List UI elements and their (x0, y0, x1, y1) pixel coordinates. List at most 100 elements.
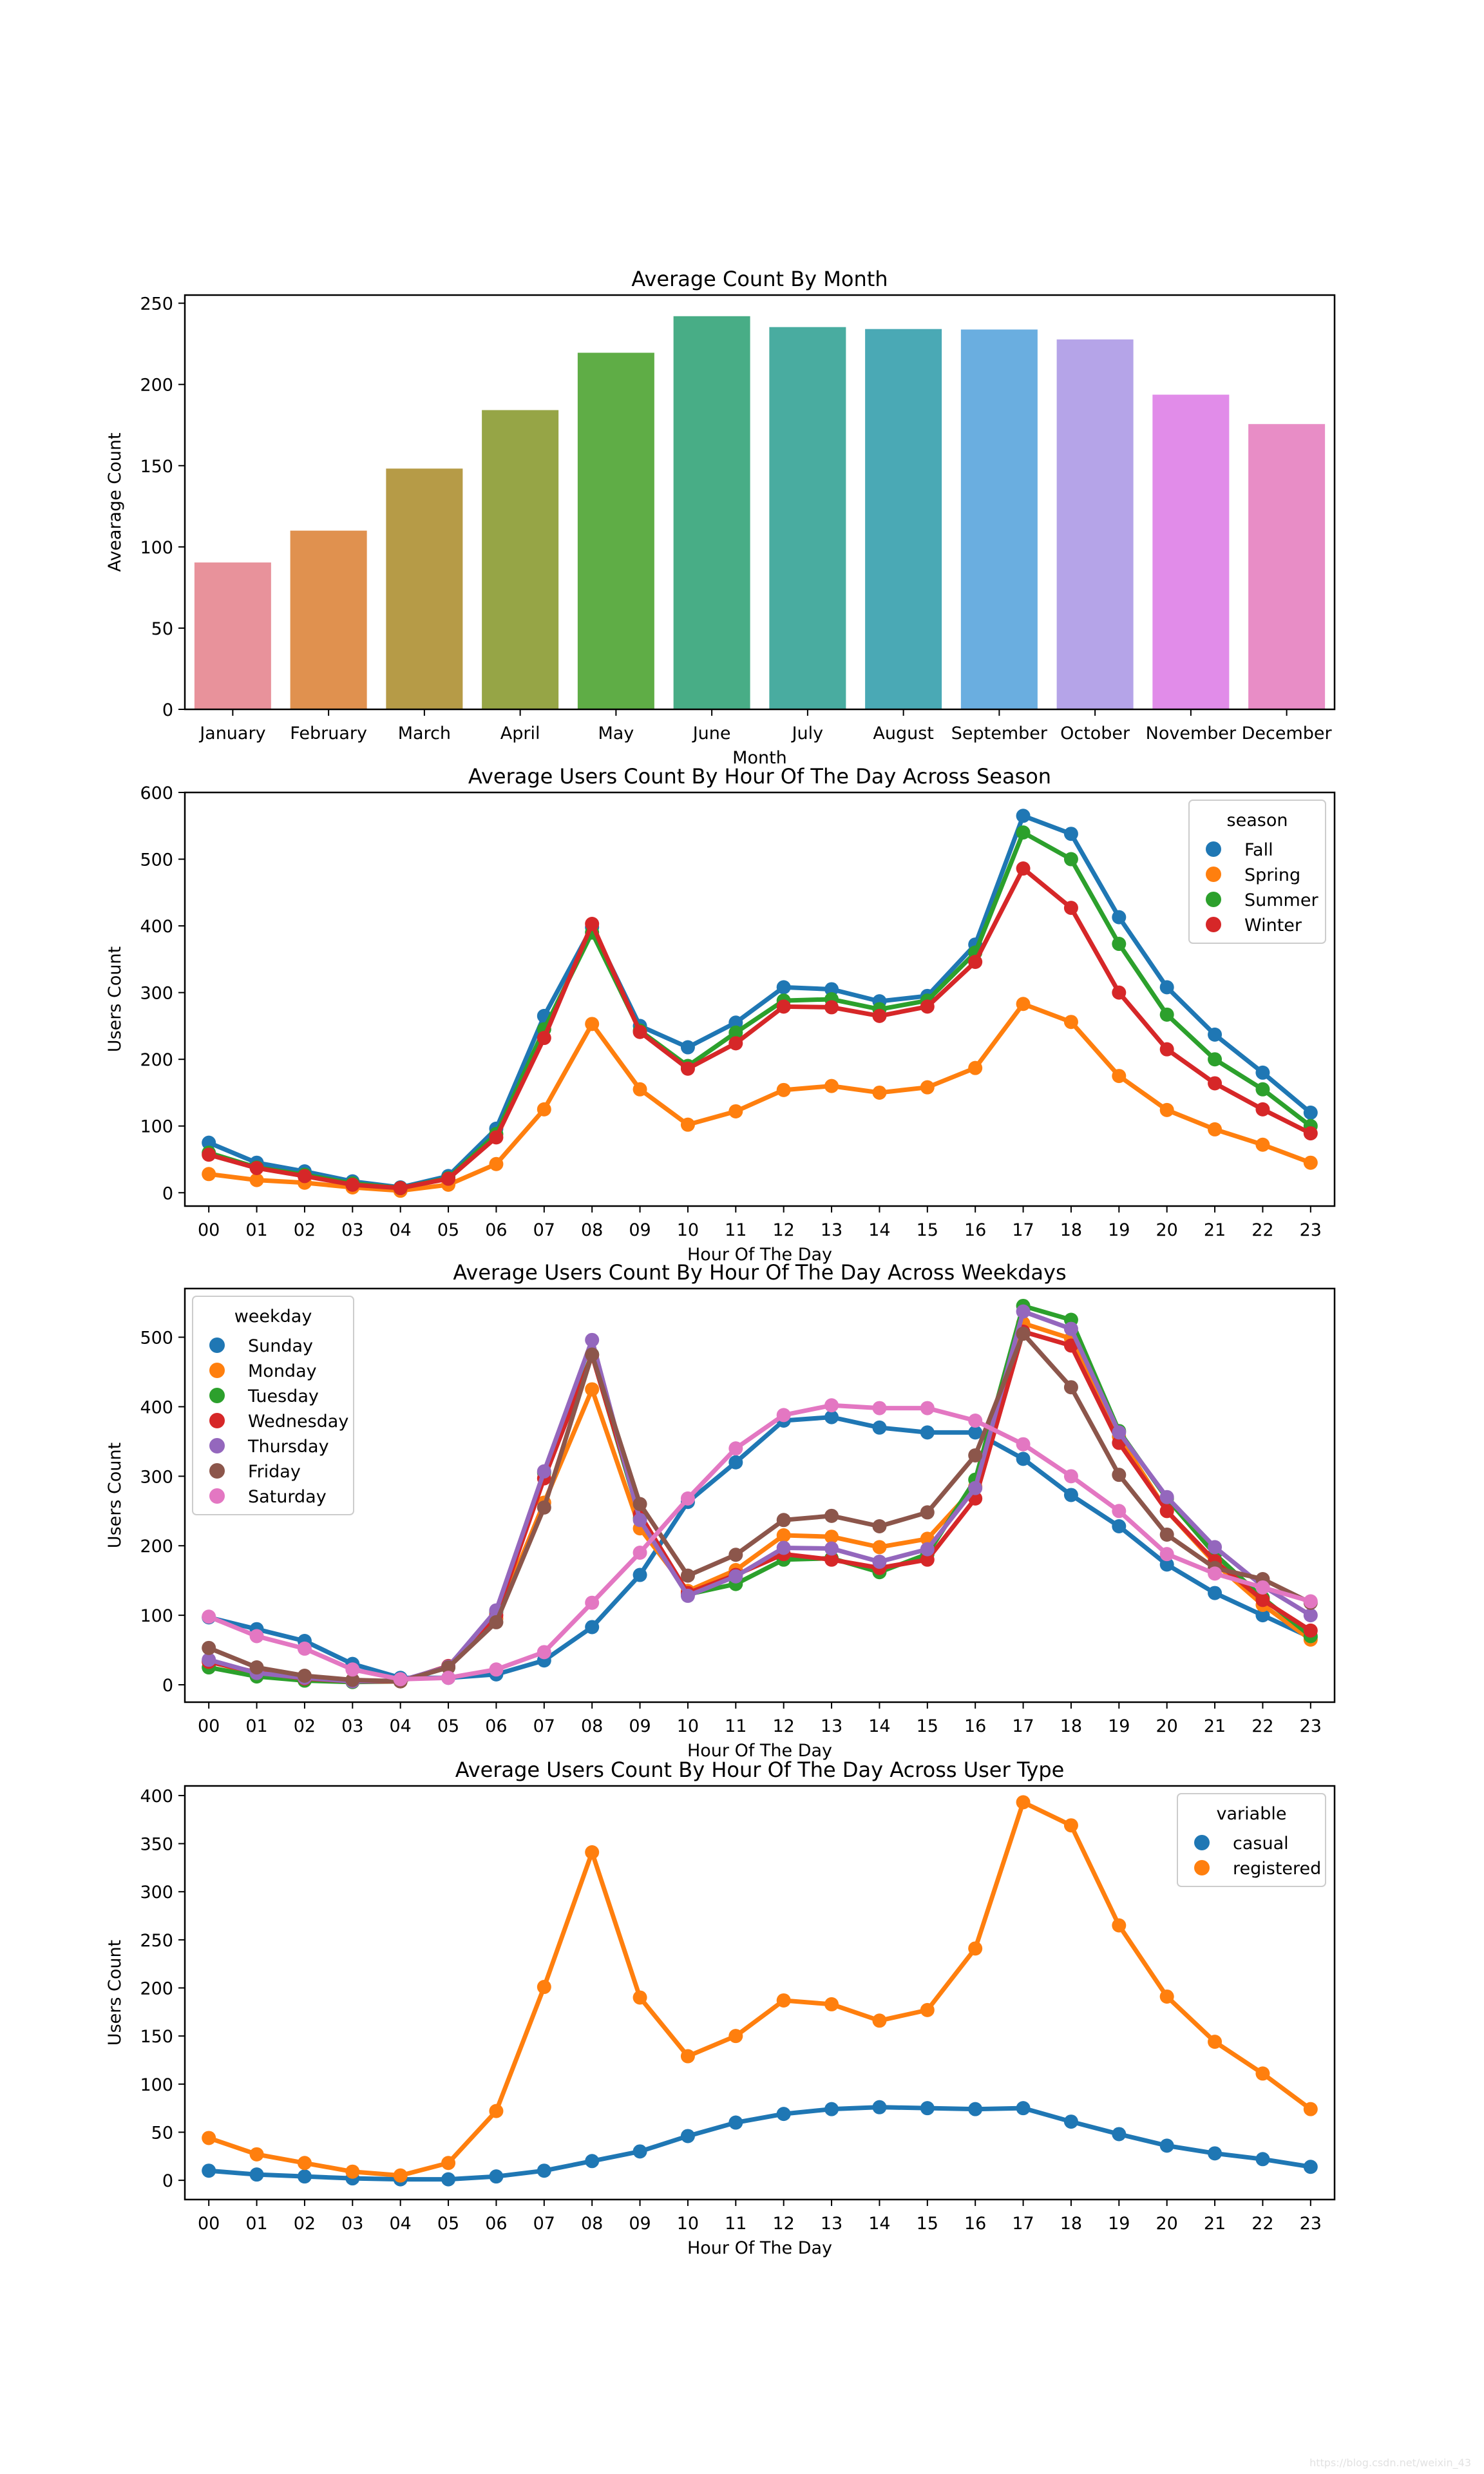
x-tick-label: 11 (725, 1716, 747, 1736)
point-monday-08 (585, 1382, 600, 1397)
point-spring-15 (920, 1080, 935, 1095)
point-registered-10 (680, 2049, 695, 2064)
point-casual-17 (1016, 2101, 1031, 2116)
x-tick-label: 13 (821, 1220, 842, 1240)
point-thursday-08 (585, 1332, 600, 1347)
y-tick-label: 150 (140, 2027, 173, 2047)
point-casual-14 (872, 2100, 887, 2114)
plot-frame (184, 1287, 1336, 1703)
legend-label-summer: Summer (1244, 890, 1318, 910)
x-tick-label: 19 (1108, 1716, 1130, 1736)
point-registered-03 (345, 2164, 360, 2179)
chart-4: Average Users Count By Hour Of The Day A… (105, 1758, 1336, 2258)
y-tick-label: 50 (151, 2123, 173, 2143)
series-line-spring (208, 1001, 1312, 1193)
series-line-summer (208, 830, 1312, 1191)
bar-december (1248, 424, 1326, 709)
bar-november (1152, 394, 1230, 709)
point-registered-02 (297, 2156, 312, 2171)
point-sunday-09 (633, 1568, 647, 1582)
point-friday-08 (585, 1347, 600, 1362)
point-saturday-17 (1016, 1437, 1031, 1452)
point-winter-05 (441, 1171, 456, 1186)
point-spring-22 (1255, 1137, 1270, 1152)
y-axis-label: Users Count (105, 1443, 125, 1548)
legend-marker-summer (1206, 892, 1221, 907)
x-tick-label: 01 (245, 1716, 267, 1736)
legend-marker-tuesday (209, 1388, 225, 1403)
x-tick-label: 08 (581, 1716, 603, 1736)
bar-july (769, 327, 846, 709)
legend-marker-friday (209, 1463, 225, 1479)
x-tick-label: 16 (964, 1716, 986, 1736)
y-tick-label: 0 (162, 2171, 173, 2191)
legend-box (1177, 1793, 1326, 1887)
x-tick-label: 13 (821, 2214, 842, 2234)
x-tick-label: 02 (294, 1716, 316, 1736)
point-sunday-13 (824, 1410, 839, 1424)
point-registered-09 (633, 1990, 647, 2005)
point-spring-11 (728, 1104, 743, 1118)
y-tick-label: 400 (140, 1397, 173, 1417)
point-winter-06 (489, 1130, 504, 1145)
x-tick-label: 19 (1108, 1220, 1130, 1240)
x-tick-label: 10 (677, 2214, 699, 2234)
series-line-sunday (208, 1415, 1312, 1680)
point-winter-02 (297, 1169, 312, 1184)
bar-september (960, 329, 1038, 709)
point-casual-05 (441, 2172, 456, 2187)
point-fall-00 (202, 1135, 216, 1150)
series-line-winter (208, 866, 1312, 1191)
x-tick-label: 20 (1156, 1716, 1178, 1736)
point-registered-19 (1112, 1918, 1127, 1933)
x-tick-label: 09 (629, 1716, 651, 1736)
x-tick-label: 00 (198, 1220, 220, 1240)
x-tick-label: 00 (198, 1716, 220, 1736)
legend-label-thursday: Thursday (247, 1437, 329, 1457)
point-registered-11 (728, 2029, 743, 2044)
point-winter-08 (585, 916, 600, 931)
point-registered-18 (1063, 1818, 1078, 1833)
point-friday-18 (1063, 1380, 1078, 1395)
point-spring-18 (1063, 1015, 1078, 1030)
point-wednesday-15 (920, 1552, 935, 1567)
x-tick-label: 07 (533, 2214, 555, 2234)
point-casual-08 (585, 2154, 600, 2169)
point-saturday-15 (920, 1401, 935, 1415)
point-monday-12 (776, 1528, 791, 1543)
point-summer-19 (1112, 937, 1127, 952)
point-casual-15 (920, 2101, 935, 2116)
series-line-monday (208, 1321, 1312, 1684)
point-winter-11 (728, 1036, 743, 1051)
y-tick-label: 50 (151, 619, 173, 639)
bar-february (290, 530, 367, 709)
point-spring-00 (202, 1167, 216, 1182)
legend-marker-spring (1206, 867, 1221, 882)
point-casual-10 (680, 2129, 695, 2143)
x-tick-label: 13 (821, 1716, 842, 1736)
x-tick-label: December (1242, 724, 1333, 743)
x-tick-label: 05 (437, 1220, 459, 1240)
point-registered-08 (585, 1845, 600, 1860)
point-casual-09 (633, 2144, 647, 2159)
bar-october (1056, 339, 1134, 709)
x-tick-label: 02 (294, 2214, 316, 2234)
point-saturday-18 (1063, 1469, 1078, 1484)
y-tick-label: 350 (140, 1835, 173, 1855)
point-sunday-19 (1112, 1519, 1127, 1534)
x-tick-label: November (1146, 724, 1237, 743)
bar-march (386, 468, 463, 709)
point-thursday-15 (920, 1542, 935, 1557)
point-sunday-11 (728, 1455, 743, 1470)
x-tick-label: 16 (964, 1220, 986, 1240)
legend-title: season (1227, 810, 1288, 830)
series-line-casual (208, 2105, 1311, 2182)
series-line-tuesday (208, 1303, 1312, 1685)
legend-marker-monday (209, 1363, 225, 1378)
point-casual-18 (1063, 2114, 1078, 2129)
point-winter-12 (776, 999, 791, 1014)
y-tick-label: 0 (162, 700, 173, 720)
legend-marker-wednesday (209, 1413, 225, 1428)
point-monday-14 (872, 1540, 887, 1555)
